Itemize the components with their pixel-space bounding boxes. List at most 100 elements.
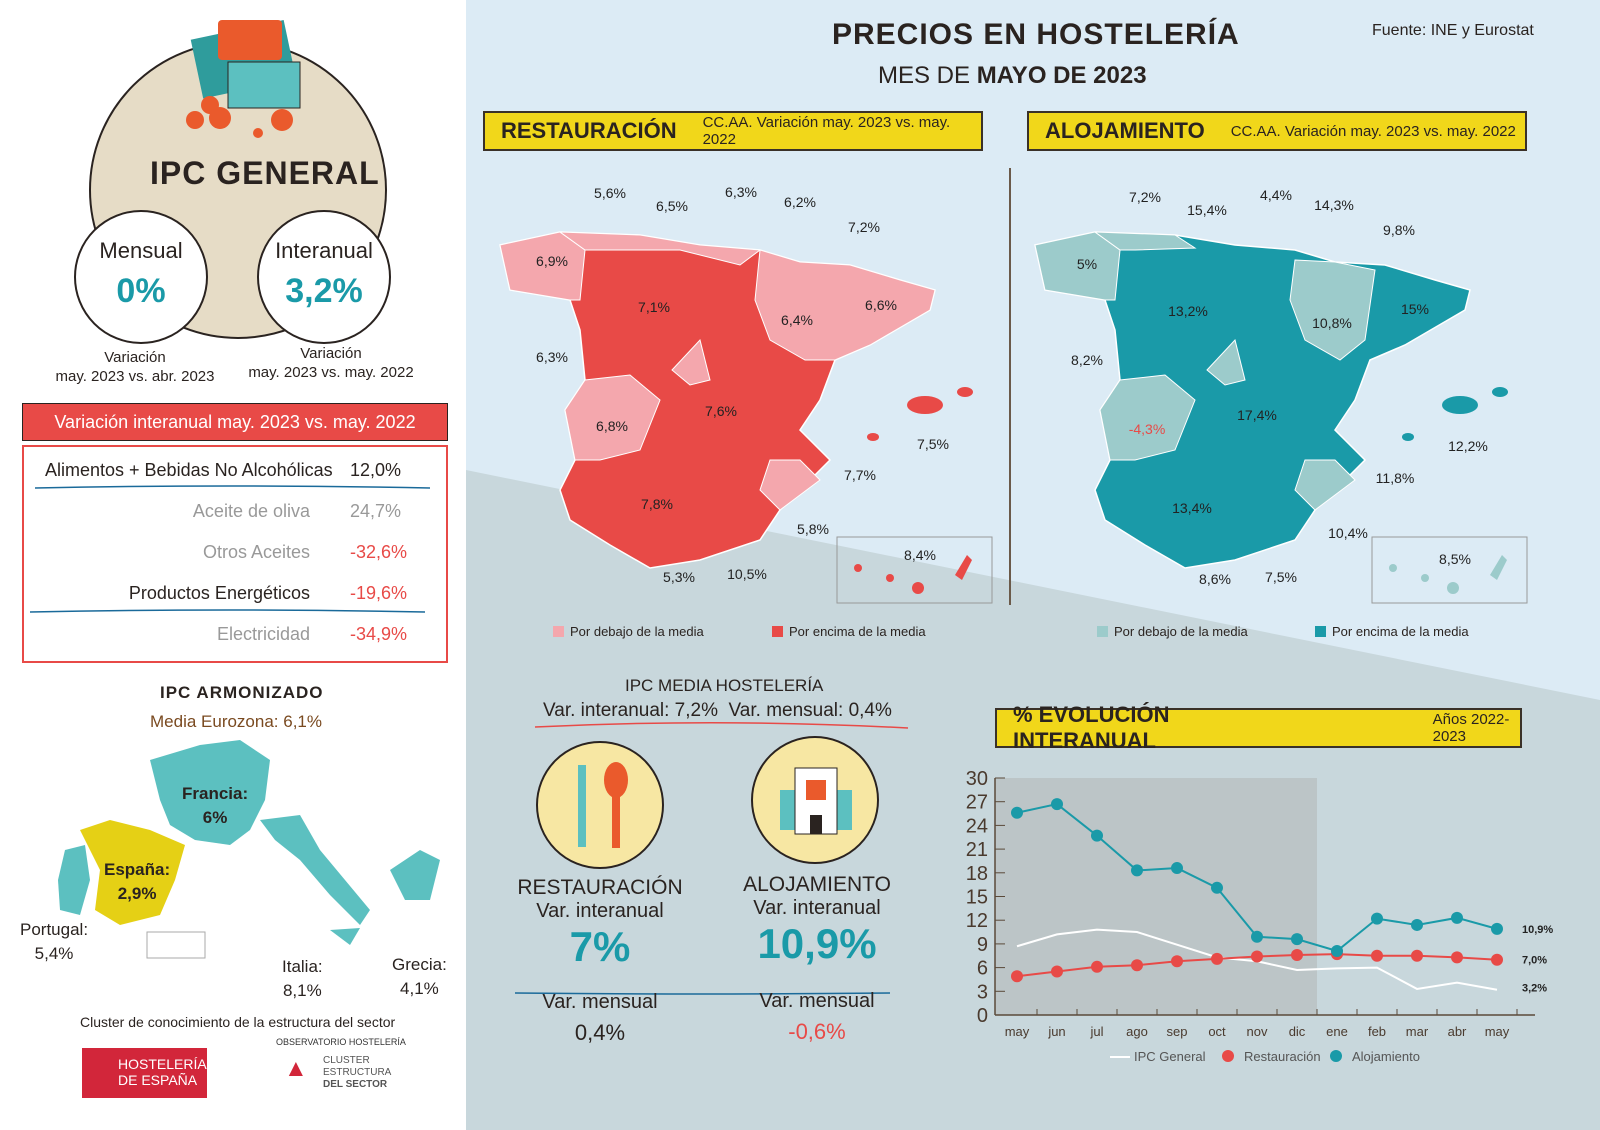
- chart-subtitle: Años 2022- 2023: [1432, 711, 1510, 745]
- europe-map: [58, 740, 440, 959]
- data-point: [1011, 806, 1023, 819]
- table-row: Productos Energéticos -19,6%: [40, 583, 420, 604]
- x-tick-label: sep: [1167, 1024, 1188, 1039]
- legend-swatch: [1097, 626, 1108, 637]
- summary-title: RESTAURACIÓN: [517, 876, 683, 899]
- logo-line: DEL SECTOR: [323, 1079, 388, 1090]
- row-label: Alimentos + Bebidas No Alcohólicas: [45, 460, 333, 480]
- end-label: 3,2%: [1522, 983, 1547, 995]
- data-point: [1131, 959, 1143, 972]
- legend-marker: [1330, 1050, 1342, 1062]
- ipc-media-title: IPC MEDIA HOSTELERÍA: [625, 676, 824, 695]
- data-point: [1051, 965, 1063, 978]
- table-row: Electricidad -34,9%: [40, 624, 420, 645]
- alojamiento-region-label: 15,4%: [1187, 202, 1227, 218]
- x-tick-label: ene: [1326, 1024, 1348, 1039]
- legend-swatch: [553, 626, 564, 637]
- summary-value: 10,9%: [757, 920, 877, 967]
- restauracion-region-label: 6,3%: [536, 349, 568, 365]
- alojamiento-subtitle: CC.AA. Variación may. 2023 vs. may. 2022: [1230, 122, 1516, 140]
- end-label: 10,9%: [1522, 924, 1553, 936]
- restauracion-region-label: 7,2%: [848, 219, 880, 235]
- country-value: 5,4%: [34, 944, 74, 963]
- row-label: Aceite de oliva: [192, 501, 310, 521]
- caption-line: may. 2023 vs. abr. 2023: [55, 368, 215, 385]
- x-tick-label: mar: [1406, 1024, 1429, 1039]
- legend-label: Por encima de la media: [789, 624, 926, 639]
- y-tick-label: 3: [977, 981, 988, 1003]
- row-label: Electricidad: [216, 624, 310, 644]
- data-point: [1171, 862, 1183, 875]
- legend-above-alojamiento: Por encima de la media: [1315, 624, 1469, 639]
- legend-label: Por encima de la media: [1332, 624, 1469, 639]
- alojamiento-region-label: 5%: [1076, 256, 1098, 272]
- summary-mensual: -0,6%: [788, 1019, 846, 1044]
- restauracion-region-label: 6,6%: [865, 297, 897, 313]
- y-tick-label: 30: [966, 768, 988, 790]
- table-row: Alimentos + Bebidas No Alcohólicas 12,0%: [40, 460, 420, 481]
- country-name: Italia:: [282, 957, 323, 976]
- restauracion-region-label: 6,8%: [596, 418, 628, 434]
- x-tick-label: oct: [1208, 1024, 1226, 1039]
- country-value: 8,1%: [282, 981, 322, 1000]
- data-point: [1491, 953, 1503, 966]
- alojamiento-region-label: 8,5%: [1439, 551, 1471, 567]
- shaded-2022-area: [995, 778, 1317, 1015]
- alojamiento-region-label: 12,2%: [1448, 438, 1488, 454]
- row-value: 12,0%: [350, 460, 402, 480]
- restauracion-region-label: 6,4%: [781, 312, 813, 328]
- restauracion-banner: RESTAURACIÓN CC.AA. Variación may. 2023 v…: [483, 111, 983, 151]
- data-point: [1251, 950, 1263, 963]
- row-value: -34,9%: [350, 624, 408, 644]
- country-portugal: Portugal: 5,4%: [20, 918, 88, 966]
- country-name: España:: [104, 860, 171, 879]
- interanual-label: Interanual: [275, 238, 373, 263]
- alojamiento-region-label: 10,4%: [1328, 525, 1368, 541]
- interanual-caption: Variación may. 2023 vs. may. 2022: [236, 344, 426, 382]
- x-tick-label: ago: [1126, 1024, 1148, 1039]
- summary-title: ALOJAMIENTO: [743, 873, 891, 896]
- restauracion-region-label: 7,6%: [705, 403, 737, 419]
- restauracion-region-label: 7,7%: [844, 467, 876, 483]
- legend-label: Por debajo de la media: [570, 624, 704, 639]
- y-tick-label: 21: [966, 839, 988, 861]
- country-francia: Francia: 6%: [182, 782, 248, 830]
- restauracion-region-label: 6,5%: [656, 198, 688, 214]
- legend-label: Restauración: [1244, 1049, 1321, 1064]
- alojamiento-banner: ALOJAMIENTO CC.AA. Variación may. 2023 vs…: [1027, 111, 1527, 151]
- data-point: [1171, 955, 1183, 968]
- alojamiento-region-label: -4,3%: [1128, 421, 1166, 437]
- ipc-media-line: Var. interanual: 7,2% Var. mensual: 0,4%: [543, 700, 892, 721]
- x-tick-label: abr: [1448, 1024, 1467, 1039]
- data-point: [1411, 949, 1423, 962]
- restauracion-region-label: 7,8%: [641, 496, 673, 512]
- variacion-table: [22, 445, 448, 663]
- hosteleria-espana-logo: HOSTELERÍA DE ESPAÑA: [82, 1048, 207, 1098]
- alojamiento-region-label: 10,8%: [1312, 315, 1352, 331]
- legend-below-restauracion: Por debajo de la media: [553, 624, 704, 639]
- country-espana: España: 2,9%: [104, 858, 170, 906]
- summary-sub: Var. interanual: [753, 897, 881, 919]
- data-point: [1451, 951, 1463, 964]
- x-tick-label: feb: [1368, 1024, 1386, 1039]
- row-value: -19,6%: [350, 583, 408, 603]
- row-value: -32,6%: [350, 542, 408, 562]
- legend-label: Alojamiento: [1352, 1049, 1420, 1064]
- alojamiento-map: [1034, 231, 1528, 604]
- subtitle-bold: MAYO DE 2023: [976, 62, 1147, 89]
- logo-line: ESTRUCTURA: [323, 1067, 392, 1078]
- x-tick-label: may: [1005, 1024, 1030, 1039]
- restauracion-region-label: 8,4%: [904, 547, 936, 563]
- page-title: PRECIOS EN HOSTELERÍA: [832, 18, 1240, 51]
- row-value: 24,7%: [350, 501, 402, 521]
- interanual-circle: Interanual 3,2%: [257, 210, 391, 344]
- alojamiento-region-label: 11,8%: [1375, 470, 1415, 486]
- data-point: [1011, 970, 1023, 983]
- data-point: [1491, 922, 1503, 935]
- data-point: [1411, 918, 1423, 931]
- source-note: Fuente: INE y Eurostat: [1372, 22, 1534, 39]
- cluster-logo-text: CLUSTER ESTRUCTURA DEL SECTOR: [323, 1055, 391, 1091]
- x-tick-label: jun: [1047, 1024, 1065, 1039]
- page-subtitle: MES DE MAYO DE 2023: [878, 62, 1147, 90]
- data-point: [1091, 829, 1103, 842]
